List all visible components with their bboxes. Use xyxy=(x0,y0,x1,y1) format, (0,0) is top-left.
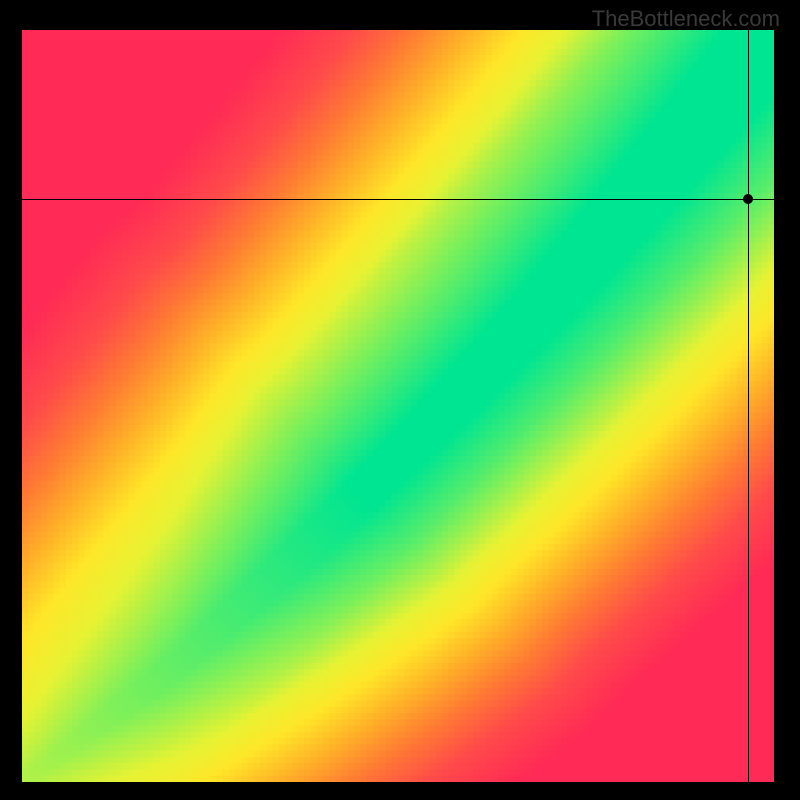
heatmap-plot-area xyxy=(22,30,774,782)
watermark-text: TheBottleneck.com xyxy=(592,6,780,32)
data-point-marker xyxy=(743,194,753,204)
crosshair-vertical xyxy=(748,30,749,782)
heatmap-canvas xyxy=(22,30,774,782)
chart-container: TheBottleneck.com xyxy=(0,0,800,800)
crosshair-horizontal xyxy=(22,199,774,200)
